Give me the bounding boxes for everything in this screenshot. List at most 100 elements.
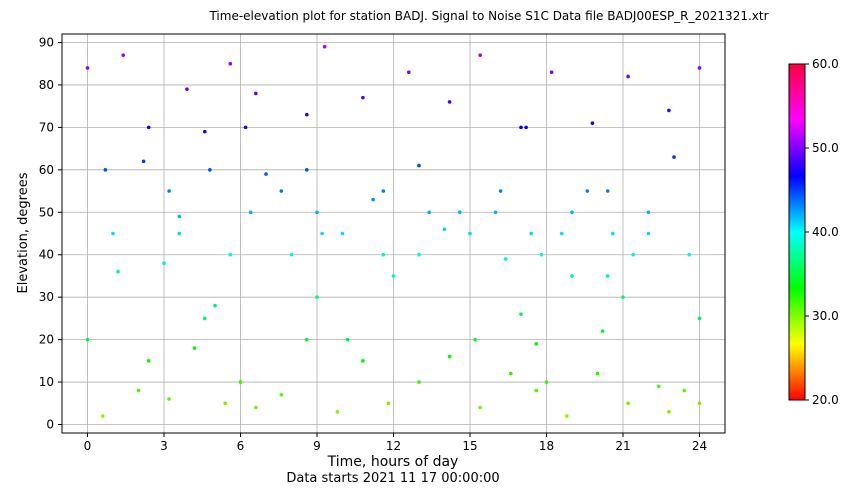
data-point [167,189,171,193]
data-point [493,210,498,215]
x-tick-label: 0 [84,439,92,453]
data-point [646,210,651,215]
y-tick-label: 90 [39,35,54,49]
x-tick-label: 9 [313,439,321,453]
data-point [585,189,590,193]
data-point [136,388,141,393]
data-point [473,337,477,342]
data-point [192,346,197,350]
data-points [85,44,702,418]
data-point [544,380,549,384]
data-point [590,121,595,125]
data-point [672,155,676,159]
data-point [289,252,294,257]
data-point [228,61,233,66]
data-point [442,227,447,232]
data-point [228,252,233,257]
data-point [600,329,605,333]
data-point [534,388,539,393]
satellite-track [243,91,324,236]
satellite-track [458,53,544,257]
data-point [248,210,253,215]
y-tick-label: 20 [39,333,54,347]
satellite-track [493,125,610,278]
data-point [417,163,421,168]
satellite-track [386,354,513,410]
satellite-track [381,70,472,236]
satellite-track [213,172,319,384]
data-point [162,261,166,266]
y-tick-label: 50 [39,205,54,219]
data-point [238,380,243,384]
grid [62,34,725,433]
data-point [315,295,319,299]
satellite-track [605,66,702,215]
data-point [519,312,523,316]
data-point [386,401,391,406]
data-point [335,409,340,414]
satellite-track [305,44,386,257]
data-point [361,359,365,363]
data-point [570,210,574,215]
data-point [509,371,513,376]
y-tick-label: 30 [39,290,54,304]
data-point [447,100,452,104]
data-point [361,95,365,100]
data-point [203,316,207,321]
data-point [208,168,212,172]
x-tick-label: 12 [386,439,401,453]
colorbar-tick-label: 50.0 [812,141,839,155]
data-point [529,231,533,236]
data-point [121,53,125,58]
data-point [407,70,411,75]
data-point [213,303,217,308]
satellite-track [519,252,635,384]
data-point [697,401,702,406]
data-point [656,384,661,389]
colorbar-tick-label: 30.0 [812,309,839,323]
x-tick-label: 21 [615,439,630,453]
data-point [605,189,610,193]
data-point [279,189,284,193]
data-point [141,159,146,164]
x-tick-label: 24 [692,439,707,453]
data-point [340,231,345,236]
data-point [503,257,508,261]
satellite-track [254,337,365,414]
data-point [85,337,90,342]
y-tick-label: 60 [39,163,54,177]
data-point [85,66,90,70]
data-point [427,210,432,215]
data-point [371,197,375,202]
y-tick-label: 40 [39,248,54,262]
data-point [447,354,452,359]
data-point [305,337,309,342]
data-point [646,231,651,236]
data-point [621,295,625,299]
data-point [315,210,319,215]
data-point [570,274,574,278]
x-axis-sublabel: Data starts 2021 11 17 00:00:00 [286,471,499,486]
data-point [254,91,258,96]
y-tick-label: 80 [39,78,54,92]
x-tick-label: 15 [462,439,477,453]
satellite-track [417,227,539,346]
data-point [177,231,182,236]
x-axis-ticks: 0 3 6 9 12 15 18 21 24 [84,433,707,453]
colorbar-tick-label: 20.0 [812,393,839,407]
data-point [667,409,671,414]
data-point [697,316,702,321]
data-point [417,252,421,257]
satellite-track [667,388,702,414]
data-point [605,274,610,278]
data-point [417,380,421,384]
data-point [345,337,350,342]
data-point [381,252,386,257]
data-point [381,189,386,193]
data-point [320,231,324,236]
satellite-track [167,61,253,215]
data-point [519,125,523,130]
y-tick-label: 0 [46,418,54,432]
data-point [498,189,503,193]
